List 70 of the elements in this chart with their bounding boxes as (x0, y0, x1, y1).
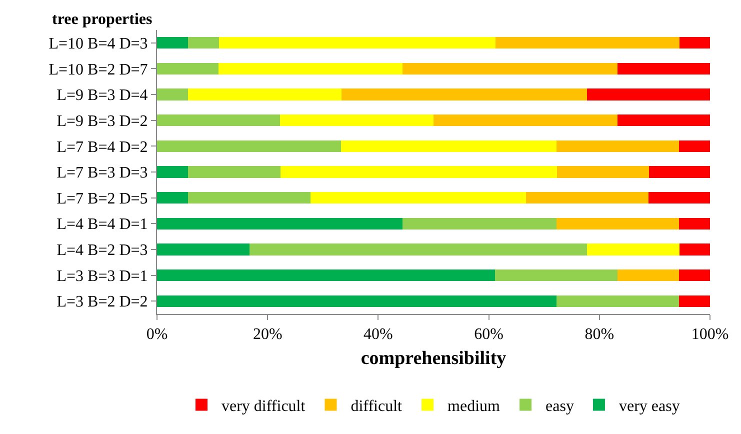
bar (680, 244, 710, 256)
x-tick-label: 100% (691, 326, 729, 344)
bar (495, 37, 680, 49)
y-tick-label: L=4 B=4 D=1 (56, 216, 148, 234)
bar (157, 192, 188, 204)
bar (280, 114, 434, 126)
bar (618, 62, 710, 75)
bar (649, 166, 710, 178)
bar (648, 192, 710, 204)
bar (587, 88, 710, 100)
legend-label: very easy (618, 398, 680, 415)
x-tick-label: 40% (364, 326, 393, 344)
legend-label: medium (448, 398, 501, 415)
legend-label: easy (546, 398, 574, 415)
bar (157, 269, 495, 282)
bar (556, 166, 650, 178)
bar (157, 37, 188, 49)
bar (680, 37, 710, 49)
bar (157, 218, 403, 230)
legend-label: difficult (350, 398, 403, 415)
bar (310, 192, 526, 204)
bar (556, 295, 680, 307)
bar (679, 218, 710, 230)
bar (526, 192, 649, 204)
bar (188, 192, 311, 204)
bar (157, 88, 188, 100)
bar (249, 244, 588, 256)
bar (188, 88, 342, 100)
bar (280, 166, 557, 178)
bar (587, 244, 680, 256)
bar (342, 88, 588, 100)
bar (188, 37, 219, 49)
bar (341, 140, 556, 152)
x-tick-label: 0% (146, 326, 168, 344)
bar (556, 140, 680, 152)
bar (188, 166, 280, 178)
bar (157, 62, 218, 75)
y-tick-label: L=10 B=2 D=7 (48, 61, 148, 78)
y-tick-label: L=3 B=3 D=1 (56, 268, 148, 285)
bar (434, 114, 618, 126)
y-tick-label: L=9 B=3 D=2 (56, 112, 148, 130)
y-tick-label: L=4 B=2 D=3 (56, 242, 148, 260)
y-tick-label: L=7 B=2 D=5 (56, 190, 148, 208)
bar (157, 166, 188, 178)
bar (556, 218, 680, 230)
x-axis-title: comprehensibility (360, 348, 507, 369)
bar (218, 37, 496, 49)
bar (679, 269, 710, 282)
bar (402, 218, 556, 230)
bar (157, 114, 280, 126)
legend-label: very difficult (222, 398, 306, 415)
bar (218, 62, 403, 75)
y-tick-label: L=9 B=3 D=4 (56, 87, 148, 104)
bar (402, 62, 618, 75)
bar (618, 114, 710, 126)
x-tick-label: 20% (252, 326, 282, 344)
bar (679, 140, 710, 152)
bar (157, 295, 556, 307)
bar (679, 295, 710, 307)
y-tick-label: L=7 B=3 D=3 (56, 164, 148, 182)
y-tick-label: L=3 B=2 D=2 (56, 294, 148, 311)
y-tick-label: L=10 B=4 D=3 (48, 36, 148, 53)
bar (494, 269, 618, 282)
y-axis-title: tree properties (52, 11, 152, 28)
y-tick-label: L=7 B=4 D=2 (56, 138, 148, 156)
bar (618, 269, 680, 282)
bar (157, 244, 250, 256)
x-tick-label: 60% (474, 326, 504, 344)
bar (157, 140, 342, 152)
x-tick-label: 80% (584, 326, 614, 344)
